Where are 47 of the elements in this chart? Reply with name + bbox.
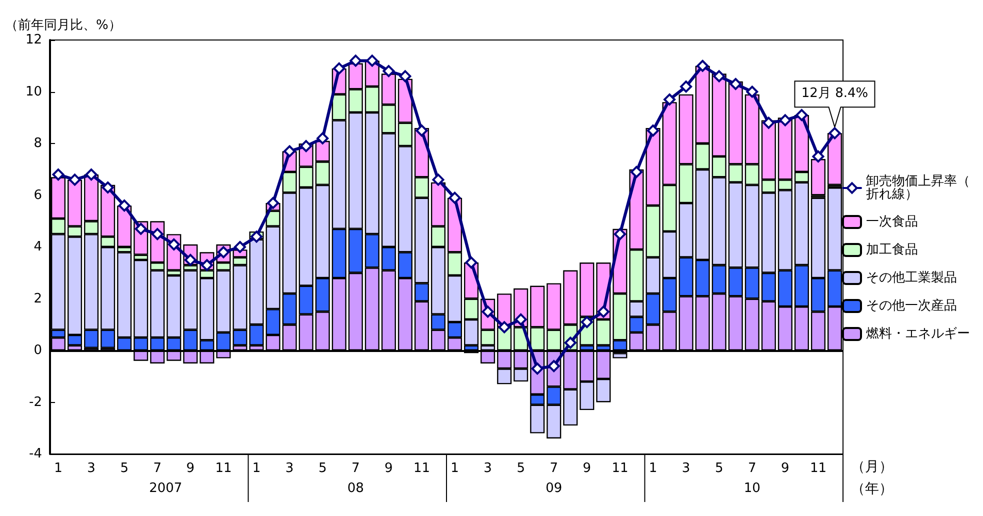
x-tick-label: 11	[413, 461, 430, 476]
x-tick-label: 9	[582, 461, 592, 476]
x-tick-label: 1	[450, 461, 459, 476]
y-tick-label: 6	[34, 188, 42, 203]
text: （年）	[851, 481, 893, 497]
x-tick-label: 5	[120, 461, 128, 476]
x-tick-label: 11	[612, 461, 628, 476]
text: 10	[744, 481, 760, 496]
y-tick-label: -2	[29, 394, 42, 410]
x-tick-label: 9	[781, 461, 790, 476]
x-tick-label: 9	[186, 461, 195, 476]
legend-label: 卸売物価上昇率（折れ線）	[866, 173, 970, 202]
y-tick-label: 2	[34, 291, 42, 306]
legend-label: 加工食品	[866, 242, 918, 258]
x-tick-label: 5	[714, 461, 724, 476]
x-tick-label: 11	[810, 461, 826, 476]
text: 2007	[149, 481, 182, 496]
x-tick-label: 3	[285, 461, 294, 476]
x-tick-label: 5	[318, 461, 327, 476]
legend-label: その他工業製品	[866, 270, 957, 286]
x-tick-label: 1	[252, 461, 261, 476]
x-tick-label: 7	[748, 461, 756, 476]
y-tick-label: 4	[34, 240, 42, 254]
x-tick-label: 1	[648, 461, 658, 476]
x-tick-label: 9	[384, 461, 393, 476]
legend-label: 燃料・エネルギー	[866, 326, 970, 342]
y-tick-label: -4	[29, 446, 42, 462]
x-tick-label: 3	[87, 461, 96, 476]
y-axis-title: （前年同月比、%）	[5, 18, 122, 33]
y-tick-label: 0	[34, 343, 42, 358]
annotation: 12月 8.4%	[801, 86, 868, 102]
x-tick-label: 5	[516, 461, 525, 476]
legend-label: その他一次産品	[866, 298, 957, 314]
y-tick-label: 8	[34, 136, 42, 151]
text: 08	[347, 481, 364, 496]
x-tick-label: 3	[682, 461, 690, 476]
x-tick-label: 7	[153, 461, 162, 476]
x-tick-label: 11	[215, 461, 232, 476]
text: 09	[546, 481, 562, 496]
text: （月）	[851, 459, 893, 475]
x-tick-label: 7	[351, 461, 360, 476]
x-tick-label: 7	[550, 461, 558, 476]
x-tick-label: 1	[54, 461, 62, 476]
x-tick-label: 3	[484, 461, 492, 476]
legend-label: 一次食品	[866, 214, 918, 230]
y-tick-label: 12	[25, 32, 42, 48]
y-tick-label: 10	[25, 84, 42, 100]
